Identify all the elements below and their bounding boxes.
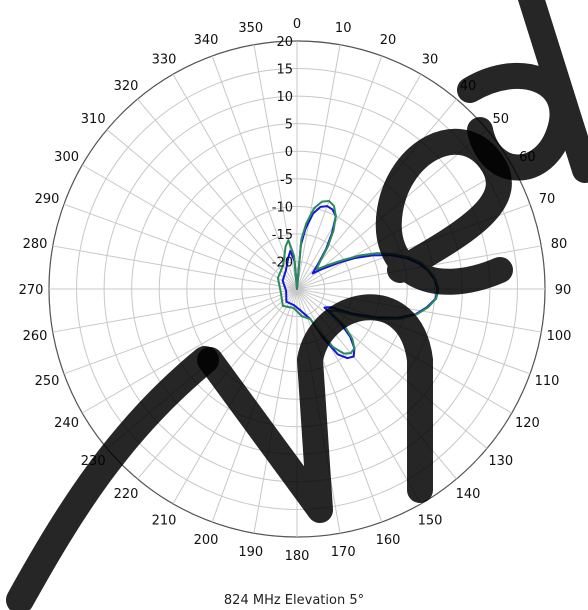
watermark-stroke-n — [197, 294, 433, 523]
radial-tick-label: -10 — [272, 200, 293, 215]
grid-spoke — [253, 44, 298, 290]
angle-tick-label: 310 — [81, 112, 106, 127]
angle-tick-label: 180 — [285, 549, 310, 564]
grid-spoke — [296, 55, 383, 290]
angle-tick-label: 90 — [555, 283, 572, 298]
angle-tick-label: 300 — [54, 150, 79, 165]
grid-spoke — [81, 288, 298, 414]
angle-tick-label: 350 — [238, 21, 263, 36]
series-layer — [276, 199, 440, 360]
angle-tick-label: 110 — [535, 374, 560, 389]
series-line-2 — [276, 199, 440, 355]
angle-tick-label: 290 — [35, 192, 60, 207]
angle-tick-label: 140 — [456, 487, 481, 502]
angle-tick-label: 220 — [114, 487, 139, 502]
angle-tick-label: 190 — [238, 545, 263, 560]
grid-spoke — [106, 129, 298, 290]
grid-spoke — [296, 164, 513, 290]
grid-spoke — [253, 288, 298, 534]
angle-tick-label: 150 — [418, 513, 443, 528]
watermark-stroke-left — [6, 346, 219, 610]
chart-title: 824 MHz Elevation 5° — [224, 593, 364, 608]
grid-spoke — [296, 288, 542, 333]
grid-spoke — [296, 44, 341, 290]
radial-tick-label: 0 — [285, 145, 293, 160]
radial-tick-label: 15 — [276, 63, 293, 78]
grid-spoke — [52, 245, 298, 290]
radial-tick-label: -20 — [272, 255, 293, 270]
grid-spoke — [137, 98, 298, 290]
angle-tick-label: 30 — [422, 53, 439, 68]
angle-tick-label: 130 — [488, 454, 513, 469]
grid-spoke — [211, 55, 298, 290]
angle-tick-label: 10 — [335, 21, 352, 36]
angle-tick-label: 270 — [19, 283, 44, 298]
angle-tick-label: 330 — [152, 53, 177, 68]
angle-tick-label: 340 — [194, 33, 219, 48]
radial-tick-label: -15 — [272, 228, 293, 243]
grid-spoke — [296, 98, 457, 290]
radial-tick-label: -5 — [280, 173, 293, 188]
angle-tick-label: 50 — [493, 112, 510, 127]
angle-tick-label: 240 — [54, 416, 79, 431]
angle-tick-label: 210 — [152, 513, 177, 528]
radial-tick-label: 20 — [276, 35, 293, 50]
grid-spoke — [172, 73, 298, 290]
grid-spoke — [81, 164, 298, 290]
grid-spoke — [63, 203, 298, 290]
angle-tick-label: 260 — [23, 329, 48, 344]
angle-tick-label: 280 — [23, 237, 48, 252]
angle-tick-label: 20 — [380, 33, 397, 48]
angle-tick-label: 100 — [547, 329, 572, 344]
radial-tick-label: 5 — [285, 118, 293, 133]
angle-tick-label: 170 — [331, 545, 356, 560]
watermark-stroke-e — [375, 128, 513, 295]
angle-tick-label: 70 — [539, 192, 556, 207]
angle-tick-label: 200 — [194, 533, 219, 548]
angle-tick-label: 160 — [376, 533, 401, 548]
grid-spoke — [52, 288, 298, 333]
grid-spoke — [63, 288, 298, 375]
angle-tick-label: 320 — [114, 79, 139, 94]
angle-tick-label: 120 — [515, 416, 540, 431]
angle-tick-label: 80 — [551, 237, 568, 252]
grid-spoke — [296, 73, 422, 290]
radial-tick-label: 10 — [276, 90, 293, 105]
angle-tick-label: 250 — [35, 374, 60, 389]
watermark — [6, 0, 588, 610]
angle-tick-label: 0 — [293, 17, 301, 32]
watermark-stroke-d — [457, 0, 588, 183]
